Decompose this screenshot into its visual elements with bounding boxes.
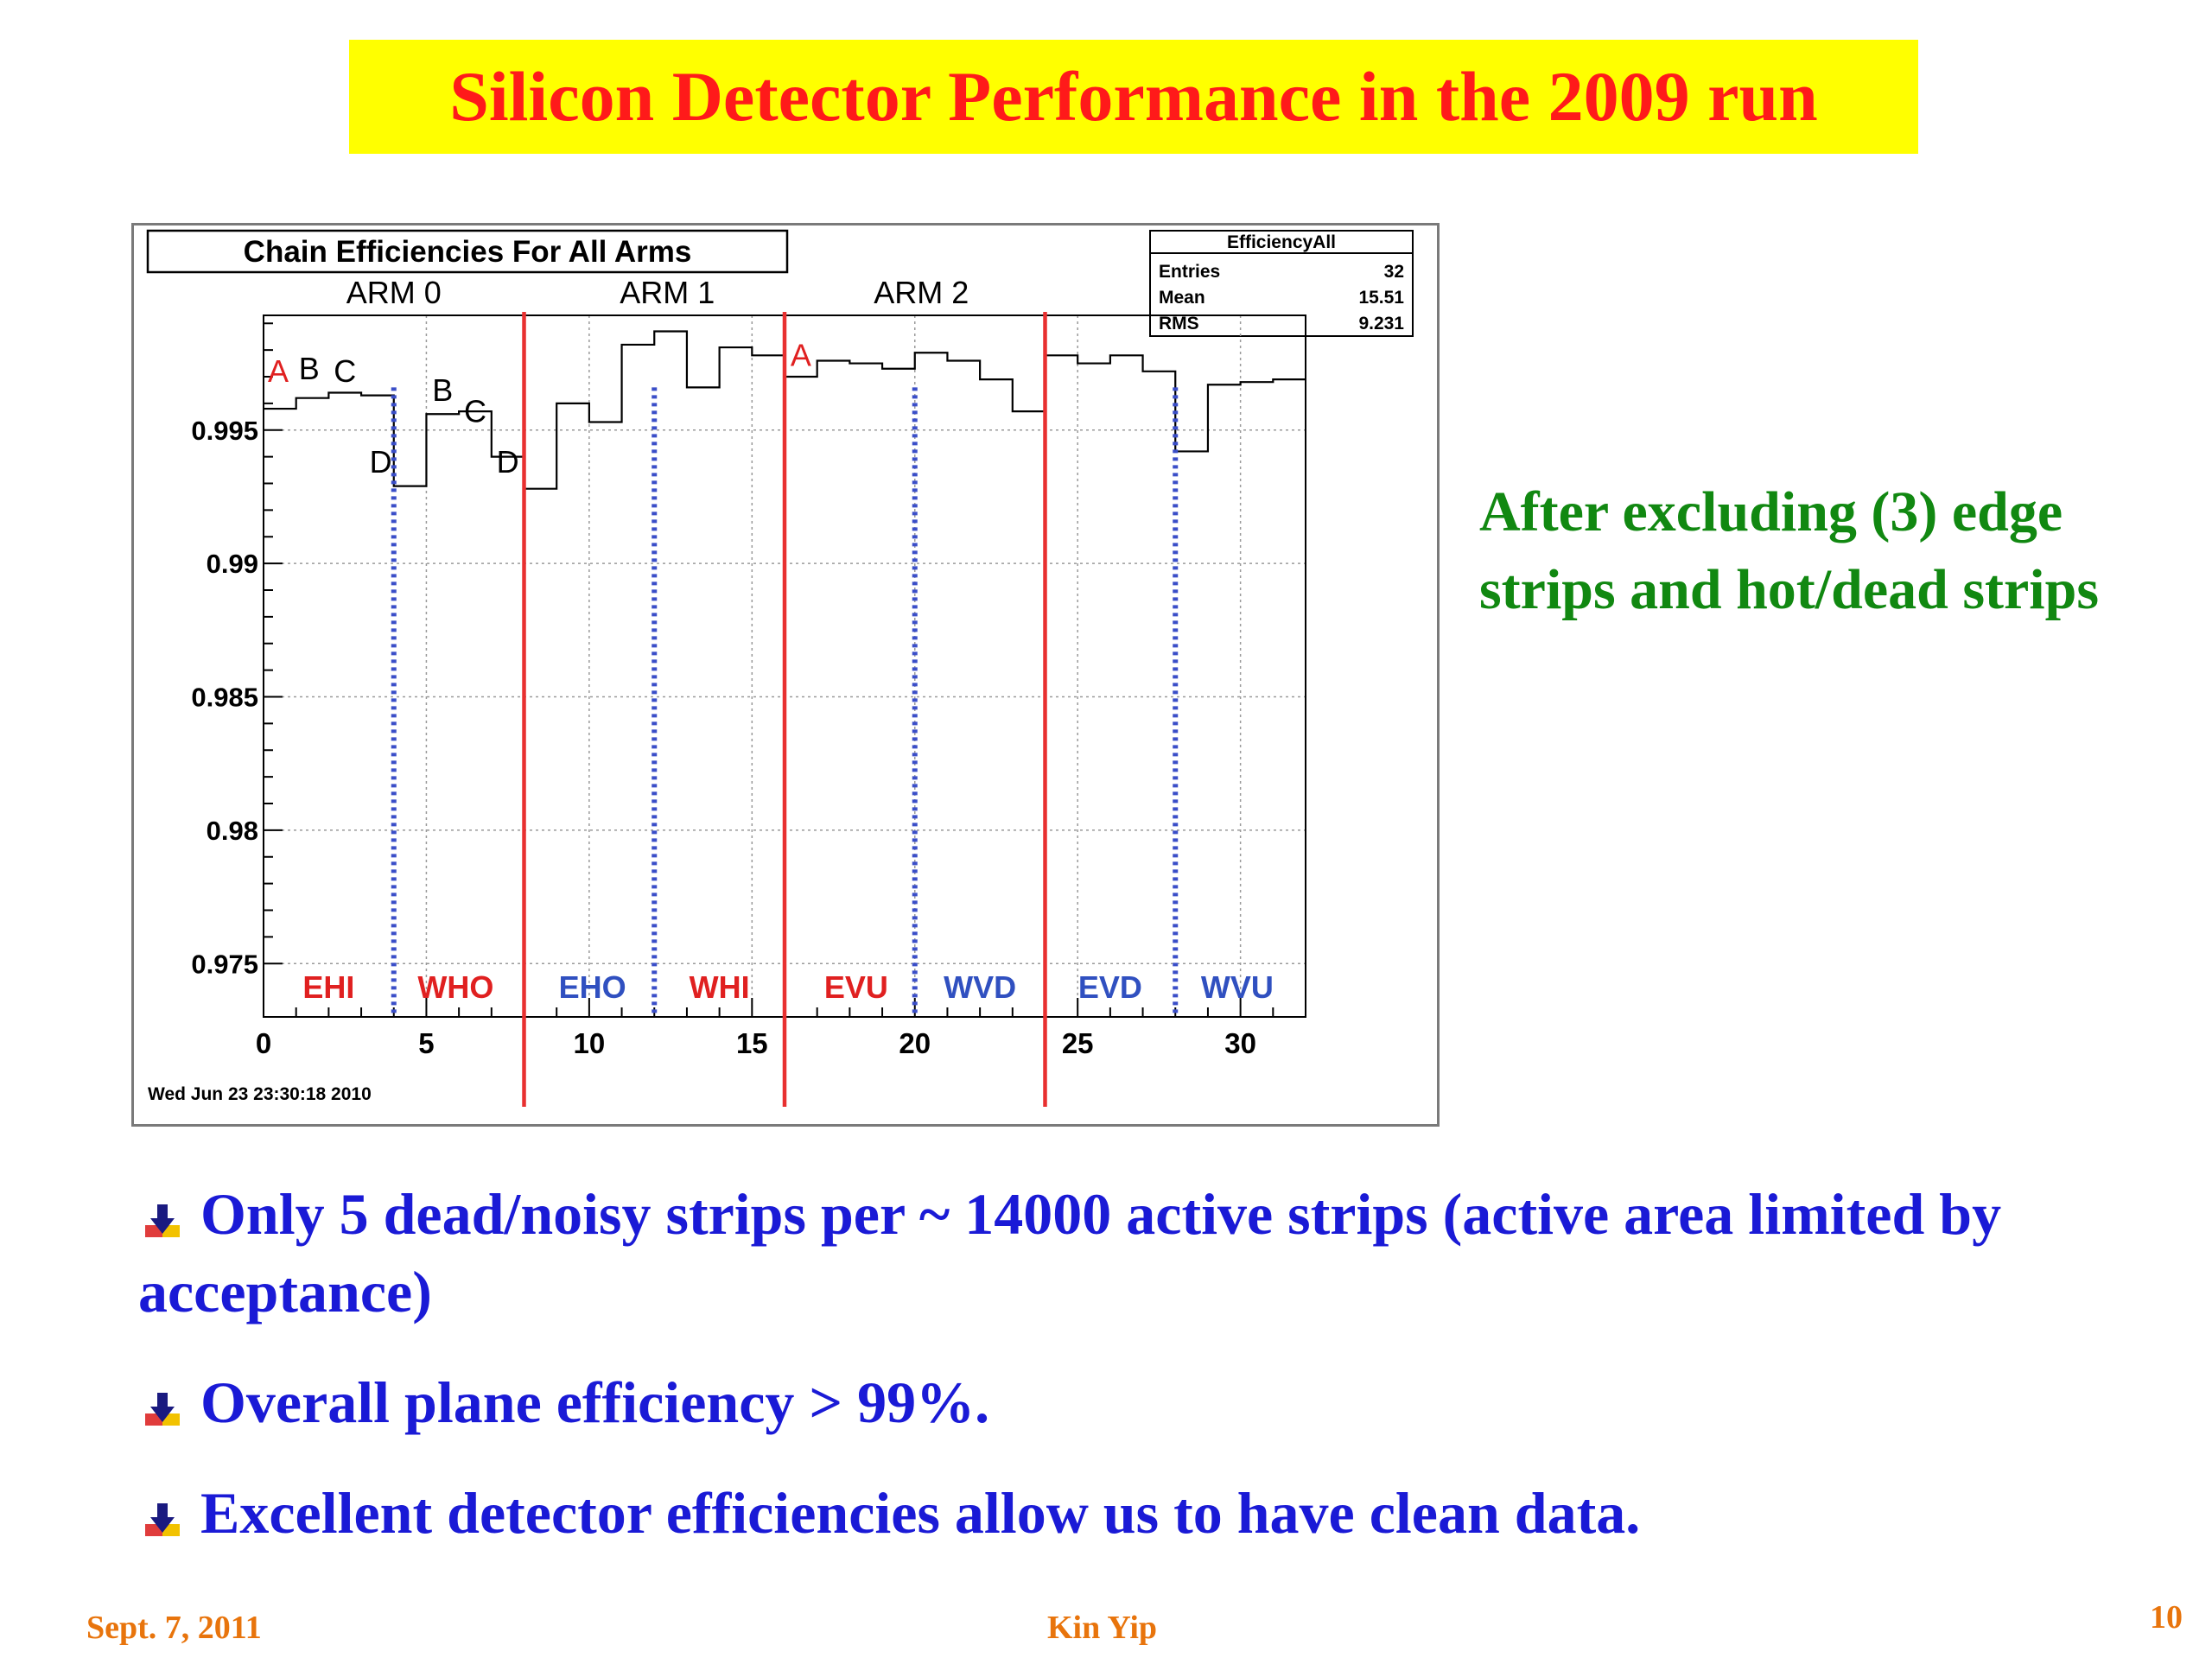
bullet-list: Only 5 dead/noisy strips per ~ 14000 act…	[138, 1175, 2126, 1585]
arm-label: ARM 2	[874, 275, 969, 310]
stats-label-entries: Entries	[1159, 262, 1220, 282]
x-tick-label: 10	[574, 1027, 606, 1059]
bin-letter-label: A	[268, 353, 289, 389]
bullet-item-1: Only 5 dead/noisy strips per ~ 14000 act…	[138, 1175, 2126, 1331]
y-tick-label: 0.985	[191, 683, 258, 713]
stats-box-frame	[1149, 230, 1414, 337]
bin-letter-label: C	[334, 353, 356, 389]
bullet-text-2: Overall plane efficiency > 99%.	[200, 1369, 990, 1435]
x-tick-label: 5	[418, 1027, 434, 1059]
stats-label-rms: RMS	[1159, 314, 1199, 334]
region-label: WHO	[417, 969, 493, 1005]
title-banner: Silicon Detector Performance in the 2009…	[349, 40, 1918, 154]
side-note-line-1: After excluding (3) edge	[1479, 480, 2063, 543]
chart-title-box	[146, 229, 789, 274]
arm-label: ARM 1	[620, 275, 715, 310]
stats-value-mean: 15.51	[1358, 288, 1404, 308]
bin-letter-label: C	[464, 393, 486, 429]
stats-value-rms: 9.231	[1358, 314, 1404, 334]
bin-letter-label: B	[432, 372, 453, 408]
x-tick-label: 25	[1062, 1027, 1094, 1059]
y-tick-label: 0.99	[207, 549, 258, 579]
chart-frame: Chain Efficiencies For All Arms Efficien…	[131, 223, 1440, 1127]
y-tick-label: 0.98	[207, 816, 258, 846]
stats-box-name: EfficiencyAll	[1227, 232, 1336, 252]
arrow-down-icon	[145, 1503, 180, 1536]
stats-box: EfficiencyAll Entries 32 Mean 15.51 RMS …	[1149, 230, 1414, 337]
region-label: EVU	[824, 969, 888, 1005]
footer-author: Kin Yip	[1047, 1610, 1158, 1646]
y-tick-label: 0.975	[191, 949, 258, 979]
bullet-item-3: Excellent detector efficiencies allow us…	[138, 1474, 2126, 1552]
chart-timestamp: Wed Jun 23 23:30:18 2010	[148, 1084, 372, 1104]
y-tick-label: 0.995	[191, 416, 258, 446]
arm-label: ARM 0	[346, 275, 442, 310]
bin-letter-label: D	[497, 444, 519, 480]
region-label: EVD	[1078, 969, 1142, 1005]
x-tick-label: 30	[1224, 1027, 1256, 1059]
bullet-text-3: Excellent detector efficiencies allow us…	[200, 1480, 1641, 1546]
x-tick-label: 20	[899, 1027, 931, 1059]
bin-letter-label: B	[299, 351, 320, 386]
divider-lines-layer	[391, 312, 1179, 1107]
region-label: WVD	[944, 969, 1016, 1005]
x-tick-label: 15	[736, 1027, 768, 1059]
region-label: WVU	[1201, 969, 1274, 1005]
x-tick-label: 0	[256, 1027, 271, 1059]
bullet-text-1: Only 5 dead/noisy strips per ~ 14000 act…	[138, 1181, 2002, 1324]
bin-letter-label: D	[370, 444, 392, 480]
bullet-item-2: Overall plane efficiency > 99%.	[138, 1363, 2126, 1441]
efficiency-chart: Chain Efficiencies For All Arms Efficien…	[146, 229, 1414, 1107]
side-note-line-2: strips and hot/dead strips	[1479, 558, 2100, 621]
bin-letter-label: A	[791, 338, 811, 373]
arrow-down-icon	[145, 1393, 180, 1426]
region-label: EHI	[302, 969, 354, 1005]
footer-page-number: 10	[2150, 1599, 2183, 1636]
stats-label-mean: Mean	[1159, 288, 1205, 308]
region-label: EHO	[559, 969, 626, 1005]
chart-title: Chain Efficiencies For All Arms	[244, 235, 692, 269]
slide-title: Silicon Detector Performance in the 2009…	[449, 57, 1818, 136]
axis-layer: 0 5 10 15 20 25 30 0.975 0.98 0.985 0.99 0.995	[191, 314, 1306, 1059]
region-label: WHI	[690, 969, 750, 1005]
footer-date: Sept. 7, 2011	[86, 1610, 262, 1646]
stats-value-entries: 32	[1384, 262, 1404, 282]
side-note: After excluding (3) edge strips and hot/…	[1479, 473, 2205, 629]
arrow-down-icon	[145, 1204, 180, 1237]
